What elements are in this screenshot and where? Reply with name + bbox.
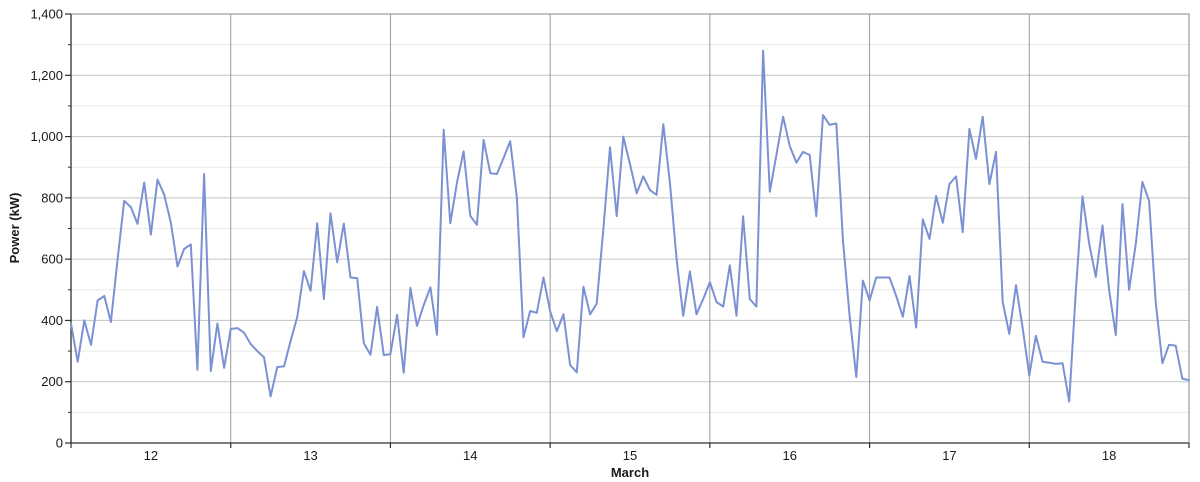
x-axis-title: March bbox=[611, 465, 649, 480]
x-tick-label: 17 bbox=[942, 448, 956, 463]
y-tick-label: 1,400 bbox=[30, 7, 63, 22]
x-tick-label: 12 bbox=[144, 448, 158, 463]
y-axis-title: Power (kW) bbox=[7, 193, 22, 264]
y-tick-label: 600 bbox=[41, 252, 63, 267]
y-tick-label: 800 bbox=[41, 190, 63, 205]
chart-generated-layer: 0 200 400 600 800 1,000 1,200 1,400 12 13 14 15 16 17… bbox=[30, 7, 1190, 463]
power-series-line bbox=[70, 49, 1190, 403]
y-tick-label: 0 bbox=[56, 436, 63, 451]
y-tick-label: 1,200 bbox=[30, 68, 63, 83]
y-tick-label: 200 bbox=[41, 374, 63, 389]
x-tick-label: 18 bbox=[1102, 448, 1116, 463]
x-tick-label: 16 bbox=[782, 448, 796, 463]
x-tick-label: 13 bbox=[303, 448, 317, 463]
y-tick-label: 1,000 bbox=[30, 129, 63, 144]
y-tick-label: 400 bbox=[41, 313, 63, 328]
x-tick-label: 14 bbox=[463, 448, 477, 463]
x-tick-label: 15 bbox=[623, 448, 637, 463]
